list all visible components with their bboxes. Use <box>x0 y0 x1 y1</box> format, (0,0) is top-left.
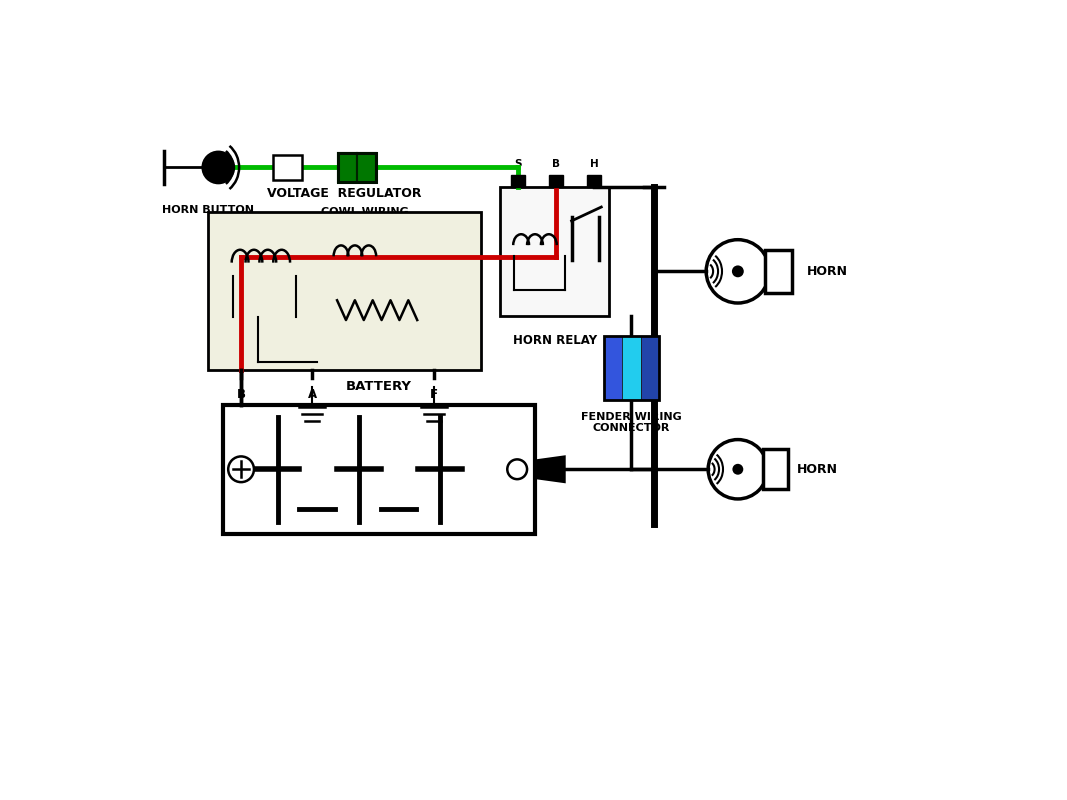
Bar <box>765 250 793 293</box>
Text: H: H <box>590 159 599 170</box>
Text: HORN: HORN <box>807 265 848 278</box>
Text: S: S <box>514 159 522 170</box>
Text: A: A <box>307 388 317 401</box>
Bar <box>588 175 602 187</box>
Bar <box>511 175 525 187</box>
Bar <box>223 405 535 534</box>
Circle shape <box>732 464 744 474</box>
Text: VOLTAGE  REGULATOR: VOLTAGE REGULATOR <box>267 187 421 200</box>
Text: FENDER WIRING
CONNECTOR: FENDER WIRING CONNECTOR <box>582 412 682 434</box>
Bar <box>604 336 622 400</box>
Text: BATTERY: BATTERY <box>346 380 412 393</box>
Circle shape <box>203 152 234 183</box>
Bar <box>338 153 356 182</box>
Bar <box>622 336 640 400</box>
Text: COWL WIRING
CONNECTOR: COWL WIRING CONNECTOR <box>321 207 409 229</box>
Bar <box>548 175 562 187</box>
Bar <box>763 450 789 489</box>
Bar <box>208 212 480 370</box>
Bar <box>273 154 302 180</box>
Text: HORN: HORN <box>797 462 839 476</box>
Bar <box>604 336 658 400</box>
Circle shape <box>708 439 767 499</box>
Bar <box>640 336 658 400</box>
Circle shape <box>732 266 744 278</box>
Bar <box>356 153 376 182</box>
Bar <box>338 153 376 182</box>
Text: HORN RELAY: HORN RELAY <box>513 334 596 346</box>
Bar <box>500 187 609 316</box>
Text: HORN BUTTON: HORN BUTTON <box>162 205 254 215</box>
Text: B: B <box>552 159 560 170</box>
Polygon shape <box>536 457 564 482</box>
Text: F: F <box>430 388 439 401</box>
Text: B: B <box>237 388 245 401</box>
Circle shape <box>706 240 769 303</box>
